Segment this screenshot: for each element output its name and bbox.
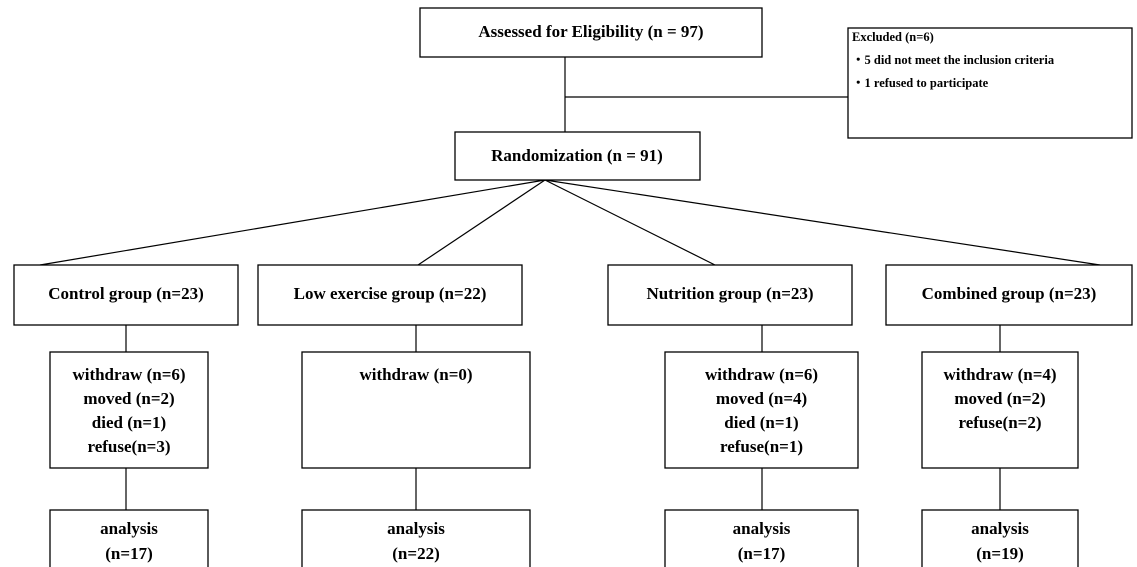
group-label: Nutrition group (n=23) (646, 284, 813, 303)
group-box (885, 264, 1133, 326)
analysis-line: analysis (733, 519, 791, 538)
withdraw-box (301, 351, 531, 469)
withdraw-box (664, 351, 859, 469)
excluded-item: ・5 did not meet the inclusion criteria (852, 53, 1055, 67)
connector (39, 179, 546, 266)
randomization-box (454, 131, 701, 181)
group-label: Control group (n=23) (48, 284, 203, 303)
withdraw-box (921, 351, 1079, 469)
group-box (257, 264, 523, 326)
group-label: Combined group (n=23) (922, 284, 1097, 303)
group-label: Low exercise group (n=22) (294, 284, 487, 303)
withdraw-line: refuse(n=3) (87, 437, 170, 456)
analysis-box (49, 509, 209, 567)
excluded-title: Excluded (n=6) (852, 30, 934, 44)
analysis-line: (n=22) (392, 544, 439, 563)
connector (417, 179, 546, 266)
withdraw-line: moved (n=4) (716, 389, 807, 408)
analysis-box (301, 509, 531, 567)
group-box (607, 264, 853, 326)
withdraw-line: refuse(n=2) (958, 413, 1041, 432)
analysis-box (664, 509, 859, 567)
withdraw-line: died (n=1) (92, 413, 166, 432)
withdraw-box (49, 351, 209, 469)
withdraw-line: withdraw (n=4) (943, 365, 1056, 384)
assessed-box (419, 7, 763, 58)
assessed-label: Assessed for Eligibility (n = 97) (478, 22, 703, 41)
connector (544, 179, 716, 266)
analysis-line: (n=17) (738, 544, 785, 563)
withdraw-line: withdraw (n=6) (72, 365, 185, 384)
randomization-label: Randomization (n = 91) (491, 146, 663, 165)
connector (544, 179, 1101, 266)
withdraw-line: refuse(n=1) (720, 437, 803, 456)
analysis-line: analysis (971, 519, 1029, 538)
analysis-line: analysis (100, 519, 158, 538)
analysis-box (921, 509, 1079, 567)
withdraw-line: withdraw (n=6) (705, 365, 818, 384)
withdraw-line: moved (n=2) (954, 389, 1045, 408)
excluded-box (847, 27, 1133, 139)
withdraw-line: moved (n=2) (83, 389, 174, 408)
withdraw-line: died (n=1) (724, 413, 798, 432)
group-box (13, 264, 239, 326)
analysis-line: (n=19) (976, 544, 1023, 563)
analysis-line: (n=17) (105, 544, 152, 563)
analysis-line: analysis (387, 519, 445, 538)
excluded-item: ・1 refused to participate (852, 76, 989, 90)
withdraw-line: withdraw (n=0) (359, 365, 472, 384)
